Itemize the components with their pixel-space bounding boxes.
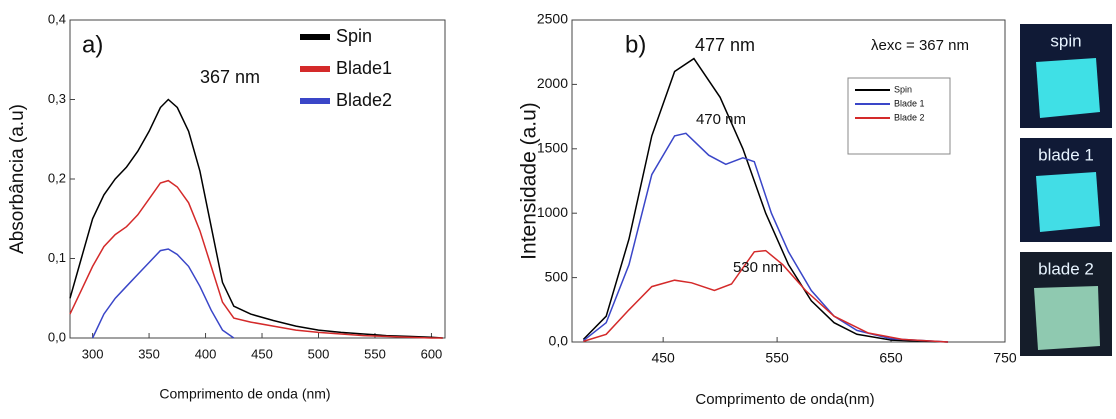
- photo-label: spin: [1050, 31, 1081, 50]
- panel-label: b): [625, 31, 646, 58]
- x-tick-label: 300: [82, 346, 104, 361]
- sample: [1034, 286, 1100, 350]
- x-tick-label: 600: [421, 346, 443, 361]
- legend-label: Blade 1: [894, 98, 925, 108]
- series-line: [91, 248, 235, 339]
- legend-label: Blade 2: [894, 112, 925, 122]
- series-line: [69, 98, 443, 339]
- x-tick-label: 550: [765, 350, 789, 366]
- sample: [1036, 58, 1100, 118]
- legend-label: Spin: [894, 84, 912, 94]
- annotation: 530 nm: [733, 259, 783, 276]
- series-line: [583, 249, 949, 343]
- x-axis-label: Comprimento de onda (nm): [159, 386, 330, 402]
- plot-frame: [571, 19, 1006, 343]
- x-tick-label: 550: [364, 346, 386, 361]
- annotation: 477 nm: [695, 35, 755, 55]
- y-tick-label: 500: [545, 268, 569, 284]
- y-axis-label: Intensidade (a.u): [518, 102, 541, 260]
- annotation: 470 nm: [696, 111, 746, 128]
- y-tick-label: 0,0: [549, 333, 569, 349]
- x-tick-label: 750: [993, 350, 1017, 366]
- legend-label: Blade2: [336, 90, 392, 110]
- y-tick-label: 0,3: [48, 91, 66, 106]
- x-tick-label: 650: [879, 350, 903, 366]
- y-tick-label: 2000: [537, 75, 568, 91]
- legend-label: Blade1: [336, 58, 392, 78]
- photos: spin blade 1 blade 2: [1020, 24, 1112, 356]
- y-tick-label: 0,0: [48, 329, 66, 344]
- annotation: 367 nm: [200, 67, 260, 87]
- y-tick-label: 2500: [537, 11, 568, 27]
- y-tick-label: 0,1: [48, 250, 66, 265]
- y-axis-label: Absorbância (a.u): [7, 104, 28, 254]
- series-line: [69, 179, 443, 339]
- y-tick-label: 0,4: [48, 11, 66, 26]
- sample: [1036, 172, 1100, 232]
- x-tick-label: 450: [251, 346, 273, 361]
- series-line: [582, 132, 949, 343]
- x-tick-label: 350: [138, 346, 160, 361]
- photo-label: blade 1: [1038, 145, 1094, 164]
- y-tick-label: 1500: [537, 140, 568, 156]
- y-tick-label: 1000: [537, 204, 568, 220]
- x-tick-label: 400: [195, 346, 217, 361]
- y-tick-label: 0,2: [48, 170, 66, 185]
- panel-label: a): [82, 31, 103, 58]
- x-tick-label: 450: [651, 350, 675, 366]
- legend-label: Spin: [336, 26, 372, 46]
- x-tick-label: 500: [308, 346, 330, 361]
- annotation: λexc = 367 nm: [871, 37, 969, 54]
- x-axis-label: Comprimento de onda(nm): [695, 391, 874, 408]
- photo-label: blade 2: [1038, 259, 1094, 278]
- series-line: [582, 57, 949, 343]
